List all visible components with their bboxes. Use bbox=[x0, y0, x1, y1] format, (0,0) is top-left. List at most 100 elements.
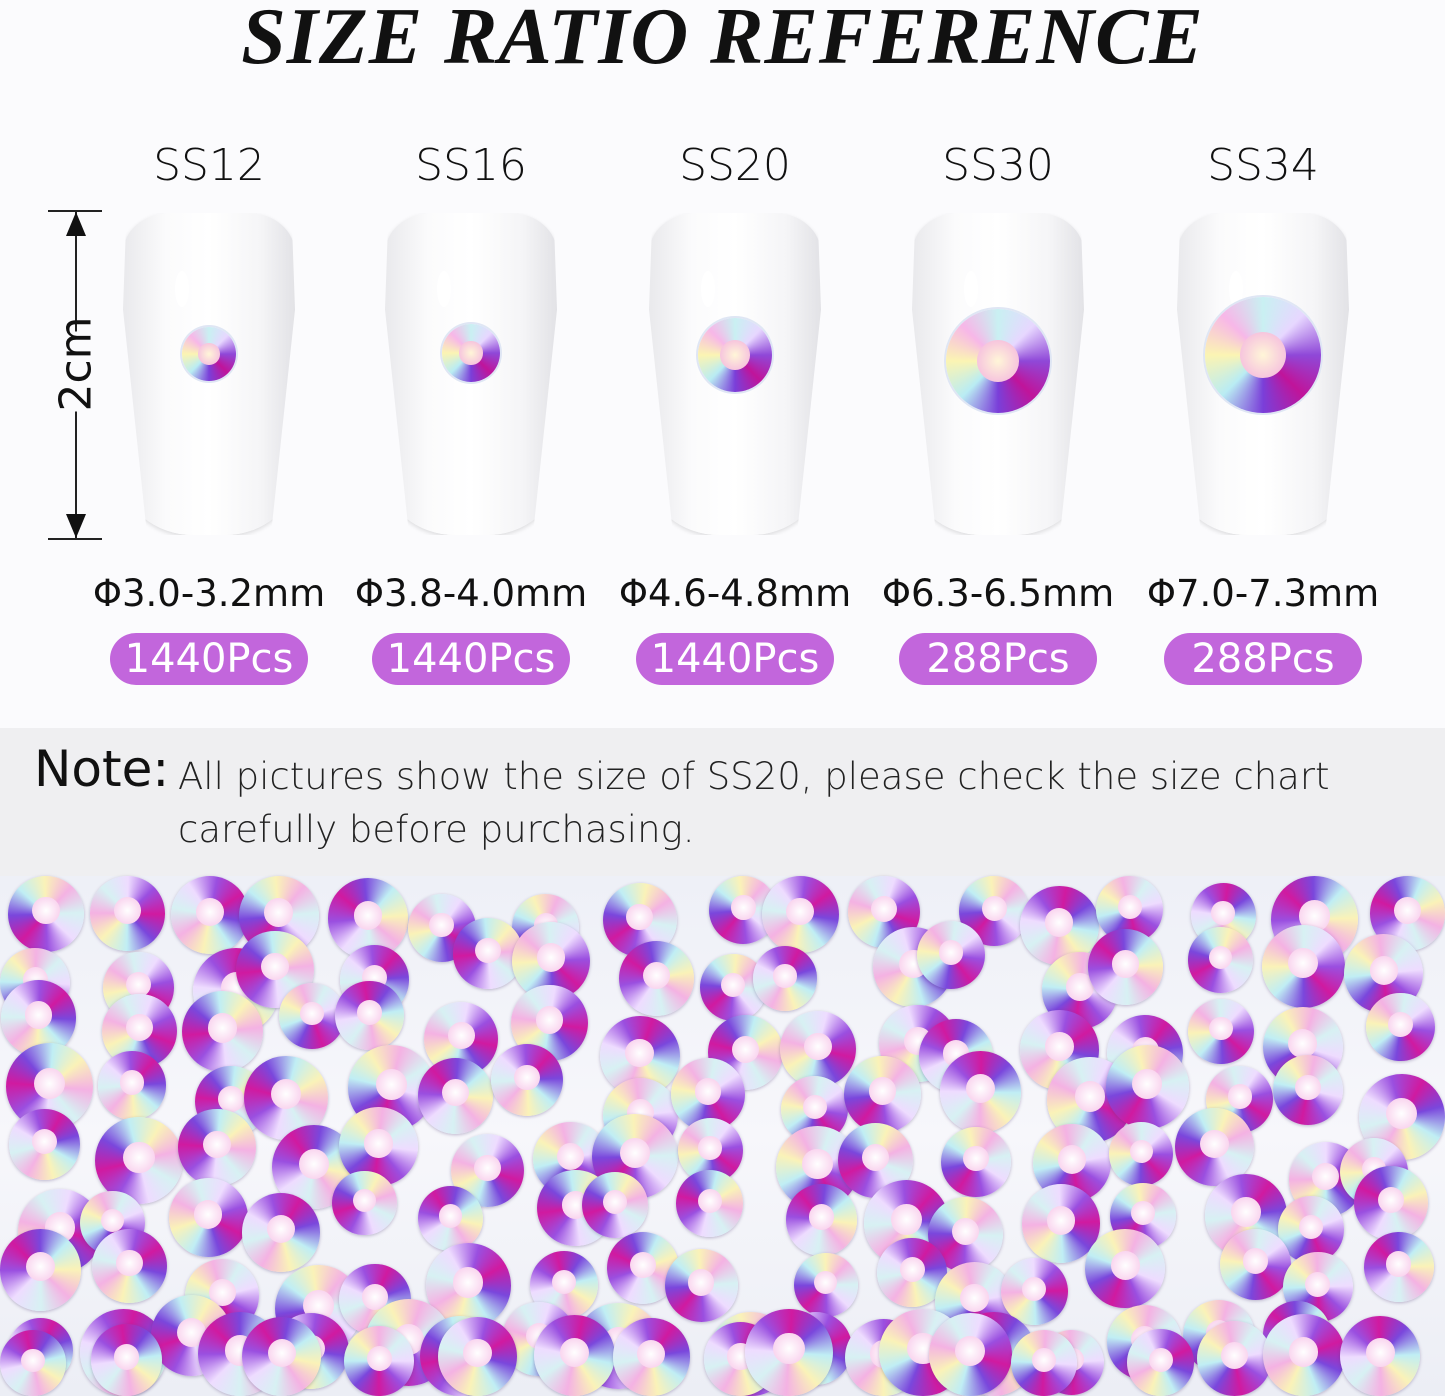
scale-tick-top bbox=[48, 210, 102, 212]
size-name: SS20 bbox=[679, 140, 791, 191]
rhinestone bbox=[1261, 924, 1345, 1008]
rhinestone bbox=[1021, 1184, 1101, 1264]
note-label: Note: bbox=[34, 740, 170, 798]
rhinestone bbox=[941, 1126, 1011, 1197]
rhinestone bbox=[1109, 1182, 1177, 1250]
rhinestone bbox=[178, 1108, 256, 1187]
diameter-label: Φ4.6-4.8mm bbox=[618, 572, 852, 615]
size-column: SS34 bbox=[1132, 140, 1394, 535]
scale-tick-bottom bbox=[48, 538, 102, 540]
rhinestone bbox=[97, 1051, 167, 1120]
rhinestone bbox=[0, 1330, 66, 1396]
rhinestone bbox=[417, 1185, 484, 1252]
rhinestone bbox=[1087, 929, 1164, 1006]
rhinestone bbox=[168, 1177, 248, 1258]
rhinestone bbox=[582, 1171, 649, 1238]
rhinestone bbox=[1105, 1045, 1189, 1129]
rhinestone bbox=[1188, 998, 1254, 1064]
rhinestone bbox=[1219, 1228, 1291, 1300]
rhinestone bbox=[0, 980, 77, 1056]
rhinestone bbox=[1127, 1329, 1195, 1396]
rhinestone bbox=[417, 1058, 494, 1134]
rhinestone bbox=[761, 876, 839, 954]
nail-shine bbox=[436, 271, 451, 307]
rhinestone bbox=[676, 1170, 744, 1237]
rhinestone bbox=[327, 878, 409, 959]
rhinestone-sample bbox=[442, 324, 500, 382]
size-column: SS16 bbox=[340, 140, 602, 535]
rhinestone bbox=[1010, 1329, 1077, 1396]
rhinestone bbox=[170, 876, 249, 955]
rhinestone bbox=[1187, 927, 1254, 993]
rhinestone bbox=[1000, 1257, 1068, 1326]
rhinestone bbox=[90, 1324, 163, 1396]
rhinestone bbox=[529, 1250, 598, 1319]
rhinestone bbox=[511, 984, 588, 1062]
rhinestone bbox=[452, 918, 524, 989]
rhinestone-sample bbox=[1205, 297, 1321, 413]
rhinestone bbox=[928, 1313, 1012, 1396]
rhinestone bbox=[279, 983, 345, 1050]
rhinestone bbox=[181, 990, 264, 1072]
rhinestone bbox=[785, 1184, 858, 1256]
rhinestone bbox=[793, 1252, 858, 1317]
note-band: Note: All pictures show the size of SS20… bbox=[0, 728, 1445, 876]
nail-tip bbox=[649, 213, 821, 535]
rhinestone bbox=[939, 1051, 1022, 1133]
rhinestone bbox=[8, 876, 84, 952]
rhinestone bbox=[425, 1243, 511, 1329]
rhinestone bbox=[618, 941, 694, 1017]
size-column: SS20 bbox=[604, 140, 866, 535]
rhinestones-photo bbox=[0, 876, 1445, 1396]
nail-shine bbox=[174, 271, 189, 307]
rhinestone bbox=[664, 1248, 738, 1322]
rhinestone bbox=[1354, 1166, 1428, 1240]
size-name: SS12 bbox=[153, 140, 265, 191]
rhinestone bbox=[837, 1123, 913, 1199]
nail-tip bbox=[1177, 213, 1349, 535]
rhinestone bbox=[612, 1318, 691, 1396]
rhinestone bbox=[1085, 1228, 1166, 1309]
size-name: SS16 bbox=[415, 140, 527, 191]
size-column: SS12 bbox=[78, 140, 340, 535]
rhinestone bbox=[1196, 1320, 1273, 1396]
nail-shine bbox=[963, 271, 978, 307]
rhinestone bbox=[1174, 1107, 1254, 1187]
rhinestone bbox=[90, 876, 165, 951]
rhinestone bbox=[491, 1044, 564, 1117]
count-badge: 288Pcs bbox=[899, 633, 1097, 685]
rhinestone bbox=[0, 1229, 82, 1311]
size-name: SS34 bbox=[1207, 140, 1319, 191]
rhinestone bbox=[916, 921, 985, 990]
arrow-down-icon bbox=[66, 514, 86, 538]
nail-shine bbox=[1228, 271, 1243, 307]
rhinestone bbox=[1263, 1314, 1345, 1396]
rhinestone bbox=[752, 946, 818, 1011]
rhinestone bbox=[1363, 1231, 1434, 1302]
size-name: SS30 bbox=[942, 140, 1054, 191]
rhinestone bbox=[437, 1316, 518, 1396]
count-badge: 1440Pcs bbox=[110, 633, 308, 685]
note-text: All pictures show the size of SS20, plea… bbox=[178, 755, 1330, 851]
rhinestone bbox=[1109, 1122, 1174, 1187]
rhinestone bbox=[1366, 992, 1436, 1062]
rhinestone-sample bbox=[698, 318, 772, 392]
rhinestone bbox=[533, 1314, 615, 1396]
rhinestone bbox=[242, 1316, 322, 1396]
page-title: SIZE RATIO REFERENCE bbox=[241, 0, 1204, 81]
rhinestone bbox=[95, 1117, 183, 1205]
nail-tip bbox=[123, 213, 295, 535]
rhinestone bbox=[344, 1326, 415, 1396]
nail-tip bbox=[385, 213, 557, 535]
rhinestone bbox=[1283, 1252, 1353, 1322]
diameter-label: Φ3.0-3.2mm bbox=[92, 572, 326, 615]
diameter-label: Φ3.8-4.0mm bbox=[354, 572, 588, 615]
rhinestone bbox=[242, 1193, 321, 1272]
arrow-up-icon bbox=[66, 212, 86, 236]
count-badge: 1440Pcs bbox=[372, 633, 570, 685]
rhinestone bbox=[843, 1055, 921, 1133]
count-badge: 288Pcs bbox=[1164, 633, 1362, 685]
rhinestone bbox=[1272, 1054, 1344, 1126]
rhinestone bbox=[1096, 876, 1164, 944]
rhinestone bbox=[335, 981, 404, 1050]
